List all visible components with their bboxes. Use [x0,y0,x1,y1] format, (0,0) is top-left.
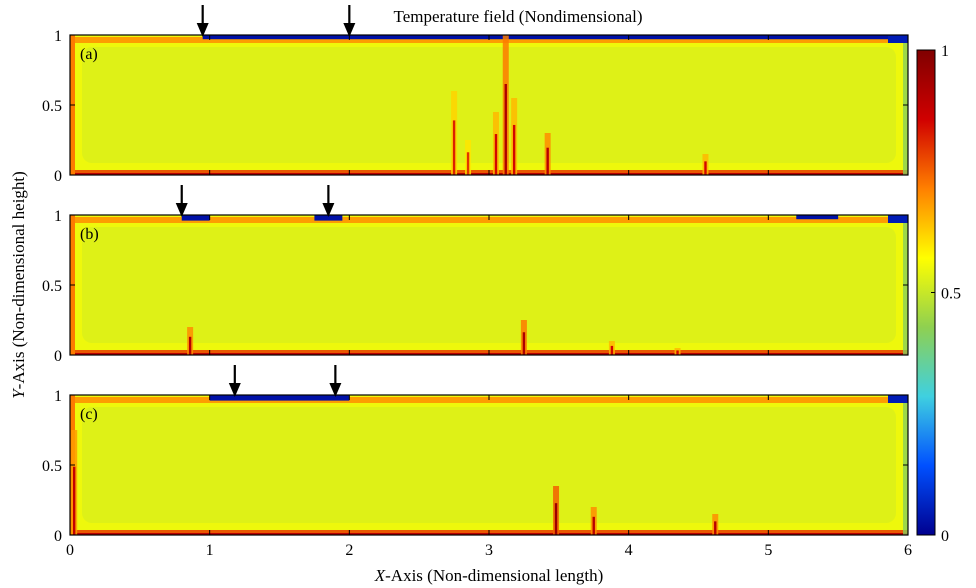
y-axis-label: Y-Axis (Non-dimensional height) [9,171,28,399]
x-tick-label: 2 [345,542,353,559]
y-axis-label-var: Y [9,388,28,399]
plume-core [676,350,679,355]
plume-core [72,466,76,535]
panel-2: (b) 0 0.5 1 [42,185,909,365]
field-core [82,227,896,343]
temperature-field [70,35,908,175]
plume-core [494,134,498,175]
panel-1: (a) 0 0.5 1 [42,5,909,185]
colorbar-tick-label: 0 [941,528,949,545]
arrow-head [343,23,356,37]
y-tick-label: 0 [54,348,62,365]
colorbar-tick-label: 1 [941,43,949,60]
panel-3: (c) 0 0.5 1 [42,365,909,545]
arrow-head [329,383,342,397]
temperature-field [70,215,908,355]
x-axis-label: X-Axis (Non-dimensional length) [374,566,604,585]
panel-label: (a) [80,46,98,63]
plume-core [714,521,717,535]
field-core [82,407,896,523]
plume-core [704,161,707,175]
heatmap-panels: (a) 0 0.5 1 (b) 0 0.5 1 (c) 0 0.5 1 [42,5,909,545]
plume-core [546,147,549,175]
y-tick-label: 1 [54,208,62,225]
y-axis-label-text: -Axis (Non-dimensional height) [9,171,28,389]
source-arrow [228,365,241,397]
source-arrow [322,185,335,217]
x-tick-label: 6 [904,542,912,559]
cold-zone [181,215,210,221]
chart-title: Temperature field (Nondimensional) [394,7,643,26]
arrow-head [175,203,188,217]
x-axis-label-var: X [374,566,386,585]
y-tick-label: 0 [54,528,62,545]
cold-corner [888,215,908,223]
cold-corner [888,35,908,43]
arrow-head [228,383,241,397]
plume-core [592,516,595,535]
y-tick-label: 0.5 [42,98,62,115]
y-tick-label: 0.5 [42,278,62,295]
x-tick-label: 5 [764,542,772,559]
arrow-head [196,23,209,37]
cold-zone [209,395,350,401]
y-tick-label: 1 [54,388,62,405]
cold-zone [202,35,902,40]
plume-core [554,503,558,535]
cold-zone [314,215,343,221]
panel-label: (c) [80,406,98,423]
source-arrow [329,365,342,397]
plume-core [188,336,192,355]
x-tick-label: 3 [485,542,493,559]
colorbar-gradient [917,50,935,535]
colorbar: 00.51 [916,43,961,545]
temperature-field [70,395,908,535]
source-arrow [175,185,188,217]
plume-core [504,84,507,175]
y-tick-label: 0.5 [42,458,62,475]
y-tick-label: 0 [54,168,62,185]
field-core [82,47,896,163]
source-arrow [196,5,209,37]
plume-core [466,152,470,175]
plume-core [522,332,526,355]
plume-core [452,120,456,175]
plume-core [610,345,614,355]
cold-zone [796,215,839,220]
cold-corner [888,395,908,403]
arrow-head [322,203,335,217]
panel-label: (b) [80,226,99,243]
x-axis-label-text: -Axis (Non-dimensional length) [385,566,603,585]
source-arrow [343,5,356,37]
x-axis: 0 1 2 3 4 5 6 [66,542,912,559]
plume-core [512,124,516,175]
x-tick-label: 4 [625,542,633,559]
x-tick-label: 1 [206,542,214,559]
colorbar-tick-label: 0.5 [941,286,961,303]
x-tick-label: 0 [66,542,74,559]
y-tick-label: 1 [54,28,62,45]
